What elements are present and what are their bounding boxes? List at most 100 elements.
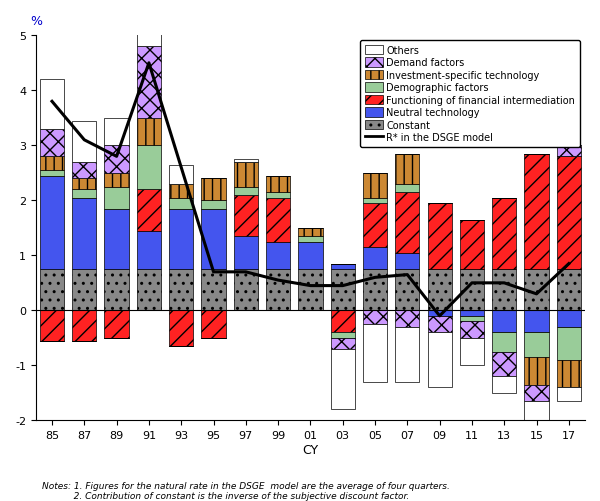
- Bar: [298, 228, 323, 236]
- Bar: [72, 162, 97, 179]
- Bar: [234, 236, 258, 270]
- Bar: [524, 401, 548, 489]
- Bar: [428, 316, 452, 333]
- Bar: [202, 209, 226, 270]
- Bar: [137, 47, 161, 119]
- Bar: [557, 270, 581, 311]
- Bar: [72, 311, 97, 341]
- Bar: [492, 352, 517, 377]
- Bar: [266, 242, 290, 270]
- Bar: [104, 209, 129, 270]
- Bar: [169, 209, 193, 270]
- Bar: [395, 154, 419, 184]
- Bar: [104, 270, 129, 311]
- Bar: [492, 311, 517, 333]
- Bar: [137, 190, 161, 231]
- Bar: [331, 349, 355, 409]
- Bar: [363, 198, 387, 204]
- Bar: [202, 270, 226, 311]
- Bar: [104, 146, 129, 173]
- X-axis label: CY: CY: [302, 443, 319, 456]
- Bar: [40, 176, 64, 270]
- Bar: [557, 146, 581, 157]
- Bar: [557, 388, 581, 401]
- Bar: [169, 270, 193, 311]
- Bar: [104, 119, 129, 146]
- Bar: [40, 157, 64, 171]
- Bar: [40, 270, 64, 311]
- Bar: [234, 270, 258, 311]
- Bar: [395, 253, 419, 270]
- Bar: [298, 236, 323, 242]
- Bar: [460, 311, 484, 316]
- Bar: [363, 325, 387, 382]
- Bar: [460, 270, 484, 311]
- Bar: [72, 190, 97, 198]
- Bar: [492, 377, 517, 393]
- Bar: [557, 327, 581, 360]
- Bar: [524, 333, 548, 357]
- Bar: [137, 20, 161, 47]
- Bar: [363, 247, 387, 270]
- Bar: [492, 270, 517, 311]
- Bar: [395, 270, 419, 311]
- Bar: [492, 198, 517, 270]
- Bar: [169, 311, 193, 346]
- Bar: [169, 198, 193, 209]
- Bar: [524, 385, 548, 401]
- Bar: [72, 198, 97, 270]
- Bar: [40, 80, 64, 130]
- Bar: [202, 179, 226, 201]
- Bar: [428, 204, 452, 270]
- Bar: [72, 179, 97, 190]
- Bar: [428, 311, 452, 316]
- Bar: [331, 264, 355, 270]
- Bar: [169, 165, 193, 184]
- Bar: [72, 121, 97, 162]
- Bar: [137, 231, 161, 270]
- Text: Notes: 1. Figures for the natural rate in the DSGE  model are the average of fou: Notes: 1. Figures for the natural rate i…: [42, 481, 450, 490]
- Bar: [460, 316, 484, 322]
- Bar: [363, 204, 387, 247]
- Bar: [395, 184, 419, 193]
- Bar: [234, 187, 258, 195]
- Text: 2. Contribution of constant is the inverse of the subjective discount factor.: 2. Contribution of constant is the inver…: [42, 491, 409, 500]
- Bar: [524, 357, 548, 385]
- Bar: [524, 270, 548, 311]
- Bar: [460, 220, 484, 270]
- Bar: [331, 270, 355, 311]
- Bar: [104, 173, 129, 187]
- Bar: [40, 311, 64, 341]
- Bar: [202, 311, 226, 338]
- Bar: [137, 119, 161, 146]
- Text: %: %: [30, 15, 42, 28]
- Bar: [524, 154, 548, 270]
- Bar: [137, 270, 161, 311]
- Bar: [331, 333, 355, 338]
- Bar: [363, 173, 387, 198]
- Bar: [40, 130, 64, 157]
- Bar: [363, 270, 387, 311]
- Bar: [395, 327, 419, 382]
- Bar: [266, 198, 290, 242]
- Bar: [331, 338, 355, 349]
- Bar: [557, 360, 581, 388]
- Bar: [266, 270, 290, 311]
- Bar: [104, 311, 129, 338]
- Bar: [363, 311, 387, 325]
- Bar: [104, 187, 129, 209]
- Bar: [524, 311, 548, 333]
- Bar: [266, 193, 290, 198]
- Bar: [298, 270, 323, 311]
- Bar: [557, 311, 581, 327]
- Bar: [40, 171, 64, 176]
- Legend: Others, Demand factors, Investment-specific technology, Demographic factors, Fun: Others, Demand factors, Investment-speci…: [360, 41, 580, 148]
- Bar: [234, 162, 258, 187]
- Bar: [557, 157, 581, 270]
- Bar: [72, 270, 97, 311]
- Bar: [169, 184, 193, 198]
- Bar: [202, 201, 226, 209]
- Bar: [395, 193, 419, 253]
- Bar: [298, 242, 323, 270]
- Bar: [266, 176, 290, 193]
